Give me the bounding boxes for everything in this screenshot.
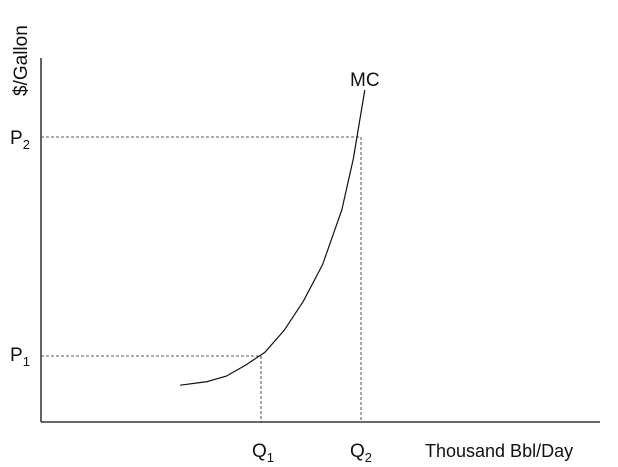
x-tick-q2-subscript: 2 xyxy=(365,450,372,465)
x-tick-q2-letter: Q xyxy=(350,441,365,462)
x-tick-q2: Q2 xyxy=(350,441,372,465)
x-tick-q1-letter: Q xyxy=(252,441,267,462)
mc-curve xyxy=(180,89,366,386)
y-tick-p1: P1 xyxy=(10,345,30,369)
y-tick-p2: P2 xyxy=(10,128,30,152)
y-tick-p1-letter: P xyxy=(10,345,23,366)
x-tick-q1: Q1 xyxy=(252,441,274,465)
x-axis-label: Thousand Bbl/Day xyxy=(425,441,573,461)
y-axis-label: $/Gallon xyxy=(11,25,32,96)
y-tick-p2-letter: P xyxy=(10,128,23,149)
y-tick-p1-subscript: 1 xyxy=(23,354,30,369)
x-tick-q1-subscript: 1 xyxy=(267,450,274,465)
y-tick-p2-subscript: 2 xyxy=(23,137,30,152)
mc-curve-label: MC xyxy=(350,70,380,91)
